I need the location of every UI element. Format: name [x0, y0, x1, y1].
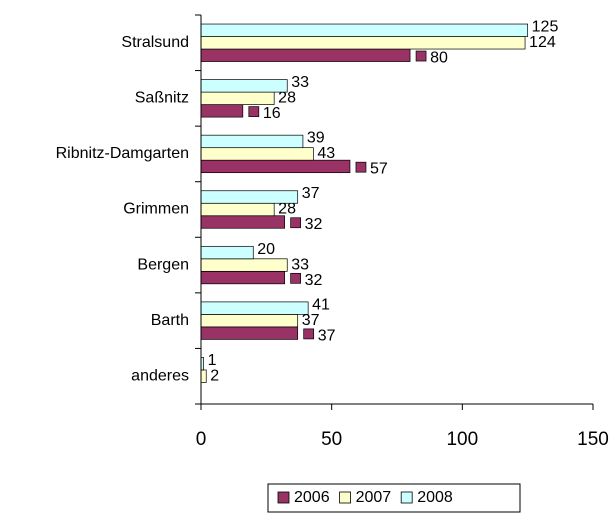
x-tick-label: 100 — [446, 429, 478, 450]
data-label: 39 — [307, 130, 325, 147]
y-tick-label: Saßnitz — [135, 90, 189, 107]
bar — [200, 245, 254, 260]
bar — [200, 23, 529, 37]
y-tick-label: Stralsund — [121, 34, 189, 51]
data-label: 33 — [291, 74, 309, 91]
label-key — [248, 106, 260, 117]
data-label: 16 — [263, 105, 281, 122]
data-label: 2 — [210, 367, 219, 384]
x-tick-label: 0 — [196, 429, 207, 450]
legend-label: 2006 — [294, 489, 330, 506]
bar — [200, 79, 288, 93]
label-key — [290, 217, 301, 229]
data-label: 37 — [318, 327, 336, 344]
bar — [200, 36, 526, 50]
data-label: 32 — [305, 216, 323, 233]
legend-box — [267, 483, 521, 513]
legend-label: 2008 — [417, 489, 453, 506]
legend-label: 2007 — [356, 489, 392, 506]
bar — [200, 91, 275, 105]
bar — [200, 147, 314, 161]
bar — [200, 369, 207, 383]
y-tick-label: Grimmen — [123, 201, 189, 218]
bar — [200, 314, 299, 328]
data-label: 125 — [532, 19, 559, 36]
data-label: 37 — [302, 185, 320, 202]
data-label: 28 — [278, 90, 296, 107]
bar — [200, 258, 288, 272]
data-label: 28 — [278, 201, 296, 218]
y-tick-label: anderes — [131, 367, 189, 384]
legend-key — [400, 491, 413, 504]
bar — [200, 270, 285, 285]
legend-key — [339, 491, 351, 504]
label-key — [415, 50, 427, 62]
data-label: 80 — [430, 50, 448, 67]
bar — [200, 104, 244, 118]
bar — [200, 202, 275, 217]
bar — [200, 134, 304, 149]
data-label: 43 — [317, 145, 335, 162]
data-label: 1 — [208, 352, 217, 369]
legend-key — [277, 491, 290, 504]
label-key — [290, 272, 301, 284]
data-label: 20 — [257, 241, 275, 258]
label-key — [355, 161, 367, 173]
data-label: 124 — [529, 34, 556, 51]
bar — [200, 48, 411, 62]
bar — [200, 326, 299, 340]
data-label: 33 — [291, 256, 309, 273]
bar — [200, 215, 285, 229]
label-key — [303, 328, 315, 340]
y-tick-label: Barth — [151, 312, 189, 329]
bar — [200, 301, 309, 315]
data-label: 32 — [305, 272, 323, 289]
x-tick-label: 150 — [577, 429, 609, 450]
y-tick-label: Bergen — [137, 256, 189, 273]
data-label: 57 — [370, 161, 388, 178]
data-label: 41 — [312, 296, 330, 313]
data-label: 37 — [302, 312, 320, 329]
y-tick-label: Ribnitz-Damgarten — [56, 145, 189, 162]
x-tick-label: 50 — [321, 429, 342, 450]
bar — [200, 190, 299, 204]
